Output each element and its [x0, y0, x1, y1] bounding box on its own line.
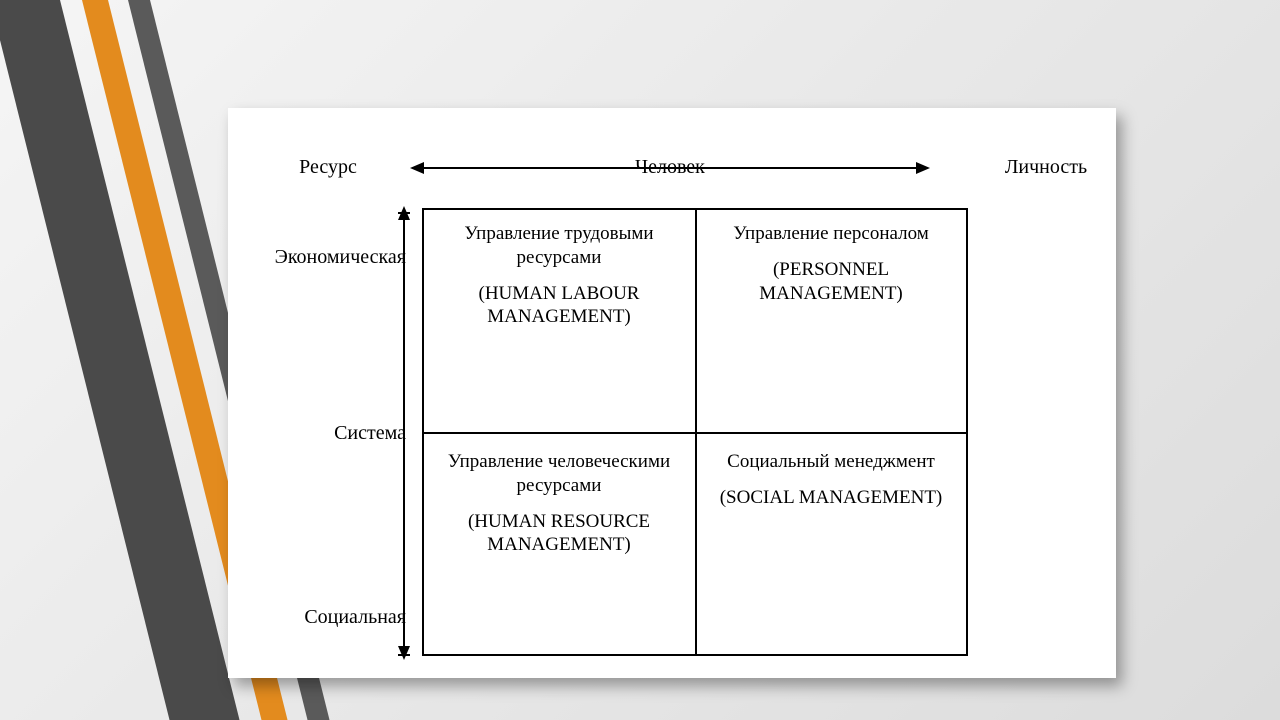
quadrant-tr: Управление персоналом (PERSONNEL MANAGEM…	[704, 222, 958, 305]
axis-y-tick-bottom	[398, 654, 410, 656]
axis-y-bottom-label: Социальная	[248, 606, 406, 629]
axis-y-top-label: Экономическая	[248, 246, 406, 269]
quadrant-tr-ru: Управление персоналом	[704, 222, 958, 246]
quadrant-tl: Управление трудовыми ресурсами (HUMAN LA…	[432, 222, 686, 329]
quadrant-bl: Управление человеческими ресурсами (HUMA…	[432, 450, 686, 557]
axis-x-right-label: Личность	[986, 156, 1106, 179]
grid-hline	[424, 432, 966, 434]
quadrant-br-ru: Социальный менеджмент	[704, 450, 958, 474]
axis-y-arrow	[394, 206, 414, 660]
quadrant-br-en: (SOCIAL MANAGEMENT)	[704, 486, 958, 510]
quadrant-tl-en: (HUMAN LABOUR MANAGEMENT)	[432, 282, 686, 330]
axis-y-mid-label: Система	[248, 422, 406, 445]
quadrant-bl-ru: Управление человеческими ресурсами	[432, 450, 686, 498]
quadrant-tl-ru: Управление трудовыми ресурсами	[432, 222, 686, 270]
axis-x-left-label: Ресурс	[278, 156, 378, 179]
axis-x-arrow	[410, 158, 930, 178]
quadrant-tr-en: (PERSONNEL MANAGEMENT)	[704, 258, 958, 306]
quadrant-bl-en: (HUMAN RESOURCE MANAGEMENT)	[432, 510, 686, 558]
axis-y-tick-top	[398, 212, 410, 214]
quadrant-br: Социальный менеджмент (SOCIAL MANAGEMENT…	[704, 450, 958, 510]
